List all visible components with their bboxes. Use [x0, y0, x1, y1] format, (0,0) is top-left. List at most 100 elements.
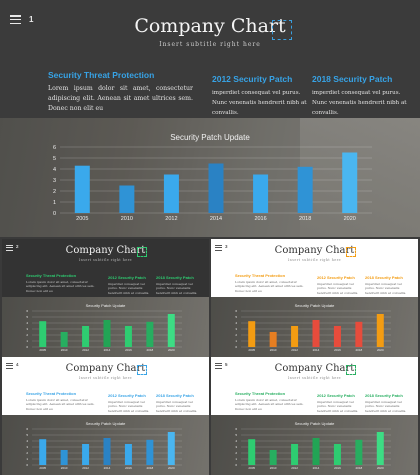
y-tick-label: 4	[26, 439, 28, 443]
bar-2014	[208, 163, 224, 213]
slide-title: Company Chart	[65, 245, 146, 256]
text-column-threat: Security Threat Protection Lorem ipsum do…	[235, 273, 307, 293]
x-tick-label: 2014	[210, 216, 222, 222]
y-tick-label: 6	[26, 309, 28, 313]
y-tick-label: 4	[26, 321, 28, 325]
x-tick-label: 2014	[104, 466, 111, 470]
bar-2020	[167, 314, 175, 347]
y-tick-label: 5	[26, 433, 28, 437]
slide-title: Company Chart	[65, 363, 146, 374]
x-tick-label: 2010	[61, 348, 68, 352]
column-heading: Security Threat Protection	[235, 391, 286, 396]
slide-thumbnail-3[interactable]: 3 Company Chart Insert subtitle right he…	[211, 239, 418, 357]
column-heading: Security Threat Protection	[26, 391, 77, 396]
bar-2012	[291, 444, 299, 465]
slide-subtitle: Insert subtitle right here	[159, 41, 261, 48]
x-tick-label: 2005	[39, 348, 46, 352]
x-tick-label: 2018	[356, 348, 363, 352]
text-column-2012: 2012 Security Patch imperdiet consequat v…	[108, 393, 154, 413]
column-body: Lorem ipsum dolor sit amet, consectetur …	[48, 85, 193, 112]
y-tick-label: 0	[235, 345, 237, 349]
y-tick-label: 2	[26, 451, 28, 455]
menu-icon	[215, 363, 222, 369]
y-tick-label: 1	[235, 457, 237, 461]
slide-thumbnail-4[interactable]: 4 Company Chart Insert subtitle right he…	[2, 357, 209, 475]
text-column-2018: 2018 Security Patch imperdiet consequat v…	[365, 275, 411, 295]
bar-chart: 0 1 2 3 4 5 6 2005 2010 2012 2014 2016 2018 2020	[53, 145, 372, 222]
column-body: Lorem ipsum dolor sit amet, consectetur …	[26, 279, 95, 293]
main-slide[interactable]: 1 Company Chart Insert subtitle right he…	[0, 0, 420, 237]
x-tick-label: 2020	[377, 466, 384, 470]
slide-subtitle: Insert subtitle right here	[78, 258, 133, 262]
x-tick-label: 2016	[254, 216, 266, 222]
column-heading: 2012 Security Patch	[108, 393, 146, 398]
x-tick-label: 2012	[291, 348, 298, 352]
slide-thumbnail-5[interactable]: 5 Company Chart Insert subtitle right he…	[211, 357, 418, 475]
photo-paper	[300, 118, 420, 237]
column-heading: 2018 Security Patch	[156, 393, 194, 398]
column-body: imperdiet consequat vel purus. Nunc vene…	[108, 399, 150, 413]
menu-icon[interactable]	[10, 15, 21, 25]
page-number: 4	[16, 362, 19, 367]
bar-chart: 0 1 2 3 4 5 6 2005 2010 2012 2014 2016 2018 2020	[26, 427, 182, 470]
bar-2005	[248, 321, 256, 347]
thumb-header-area	[2, 239, 209, 297]
x-tick-label: 2016	[125, 348, 132, 352]
bar-2018	[146, 439, 154, 465]
bar-2016	[124, 444, 132, 465]
column-body: imperdiet consequat vel purus. Nunc vene…	[312, 90, 407, 116]
menu-icon	[6, 245, 13, 251]
text-column-2018: 2018 Security Patch imperdiet consequat v…	[156, 393, 202, 413]
bar-2016	[333, 444, 341, 465]
column-body: imperdiet consequat vel purus. Nunc vene…	[317, 399, 359, 413]
bar-chart: 0 1 2 3 4 5 6 2005 2010 2012 2014 2016 2018 2020	[235, 427, 391, 470]
chart-title: Security Patch Update	[294, 303, 335, 308]
y-tick-label: 5	[26, 315, 28, 319]
slide-thumbnail-2[interactable]: 2 Company Chart Insert subtitle right he…	[2, 239, 209, 357]
bar-chart: 0 1 2 3 4 5 6 2005 2010 2012 2014 2016 2018 2020	[235, 309, 391, 352]
bar-2020	[342, 152, 358, 213]
y-tick-label: 6	[53, 145, 56, 151]
y-tick-label: 3	[235, 445, 237, 449]
column-heading: 2012 Security Patch	[212, 74, 293, 84]
x-tick-label: 2012	[291, 466, 298, 470]
x-tick-label: 2012	[82, 466, 89, 470]
column-heading: Security Threat Protection	[235, 273, 286, 278]
column-body: Lorem ipsum dolor sit amet, consectetur …	[235, 279, 304, 293]
y-tick-label: 3	[26, 445, 28, 449]
page-number: 5	[225, 362, 228, 367]
column-body: imperdiet consequat vel purus. Nunc vene…	[365, 399, 407, 413]
y-tick-label: 3	[26, 327, 28, 331]
text-column-2012: 2012 Security Patch imperdiet consequat …	[212, 74, 307, 118]
bar-2012	[82, 326, 90, 347]
y-tick-label: 4	[235, 439, 237, 443]
column-heading: 2018 Security Patch	[312, 74, 393, 84]
bar-2018	[146, 321, 154, 347]
slide-title: Company Chart	[274, 363, 355, 374]
x-tick-label: 2020	[344, 216, 356, 222]
chart-panel: Security Patch Update 0 1 2 3 4 5 6 2005 2010 201…	[22, 419, 189, 473]
y-tick-label: 0	[26, 345, 28, 349]
bar-2016	[124, 326, 132, 347]
slide-subtitle: Insert subtitle right here	[78, 376, 133, 380]
y-tick-label: 6	[235, 427, 237, 431]
x-tick-label: 2005	[248, 466, 255, 470]
x-tick-label: 2010	[270, 348, 277, 352]
thumb-header-area	[211, 357, 418, 415]
y-tick-label: 2	[235, 451, 237, 455]
y-tick-label: 5	[235, 315, 237, 319]
bar-2010	[60, 332, 68, 347]
title-accent-box	[137, 365, 147, 375]
x-tick-label: 2005	[76, 216, 88, 222]
x-tick-label: 2005	[248, 348, 255, 352]
menu-icon	[6, 363, 13, 369]
chart-title: Security Patch Update	[170, 133, 250, 142]
column-heading: 2018 Security Patch	[365, 275, 403, 280]
page-number: 1	[29, 15, 34, 24]
column-heading: 2018 Security Patch	[156, 275, 194, 280]
x-tick-label: 2010	[270, 466, 277, 470]
title-accent-box	[346, 247, 356, 257]
y-tick-label: 1	[53, 200, 56, 206]
chart-panel: Security Patch Update 0 1 2 3 4 5 6 2005 2010 201…	[231, 419, 398, 473]
bar-2020	[376, 432, 384, 465]
